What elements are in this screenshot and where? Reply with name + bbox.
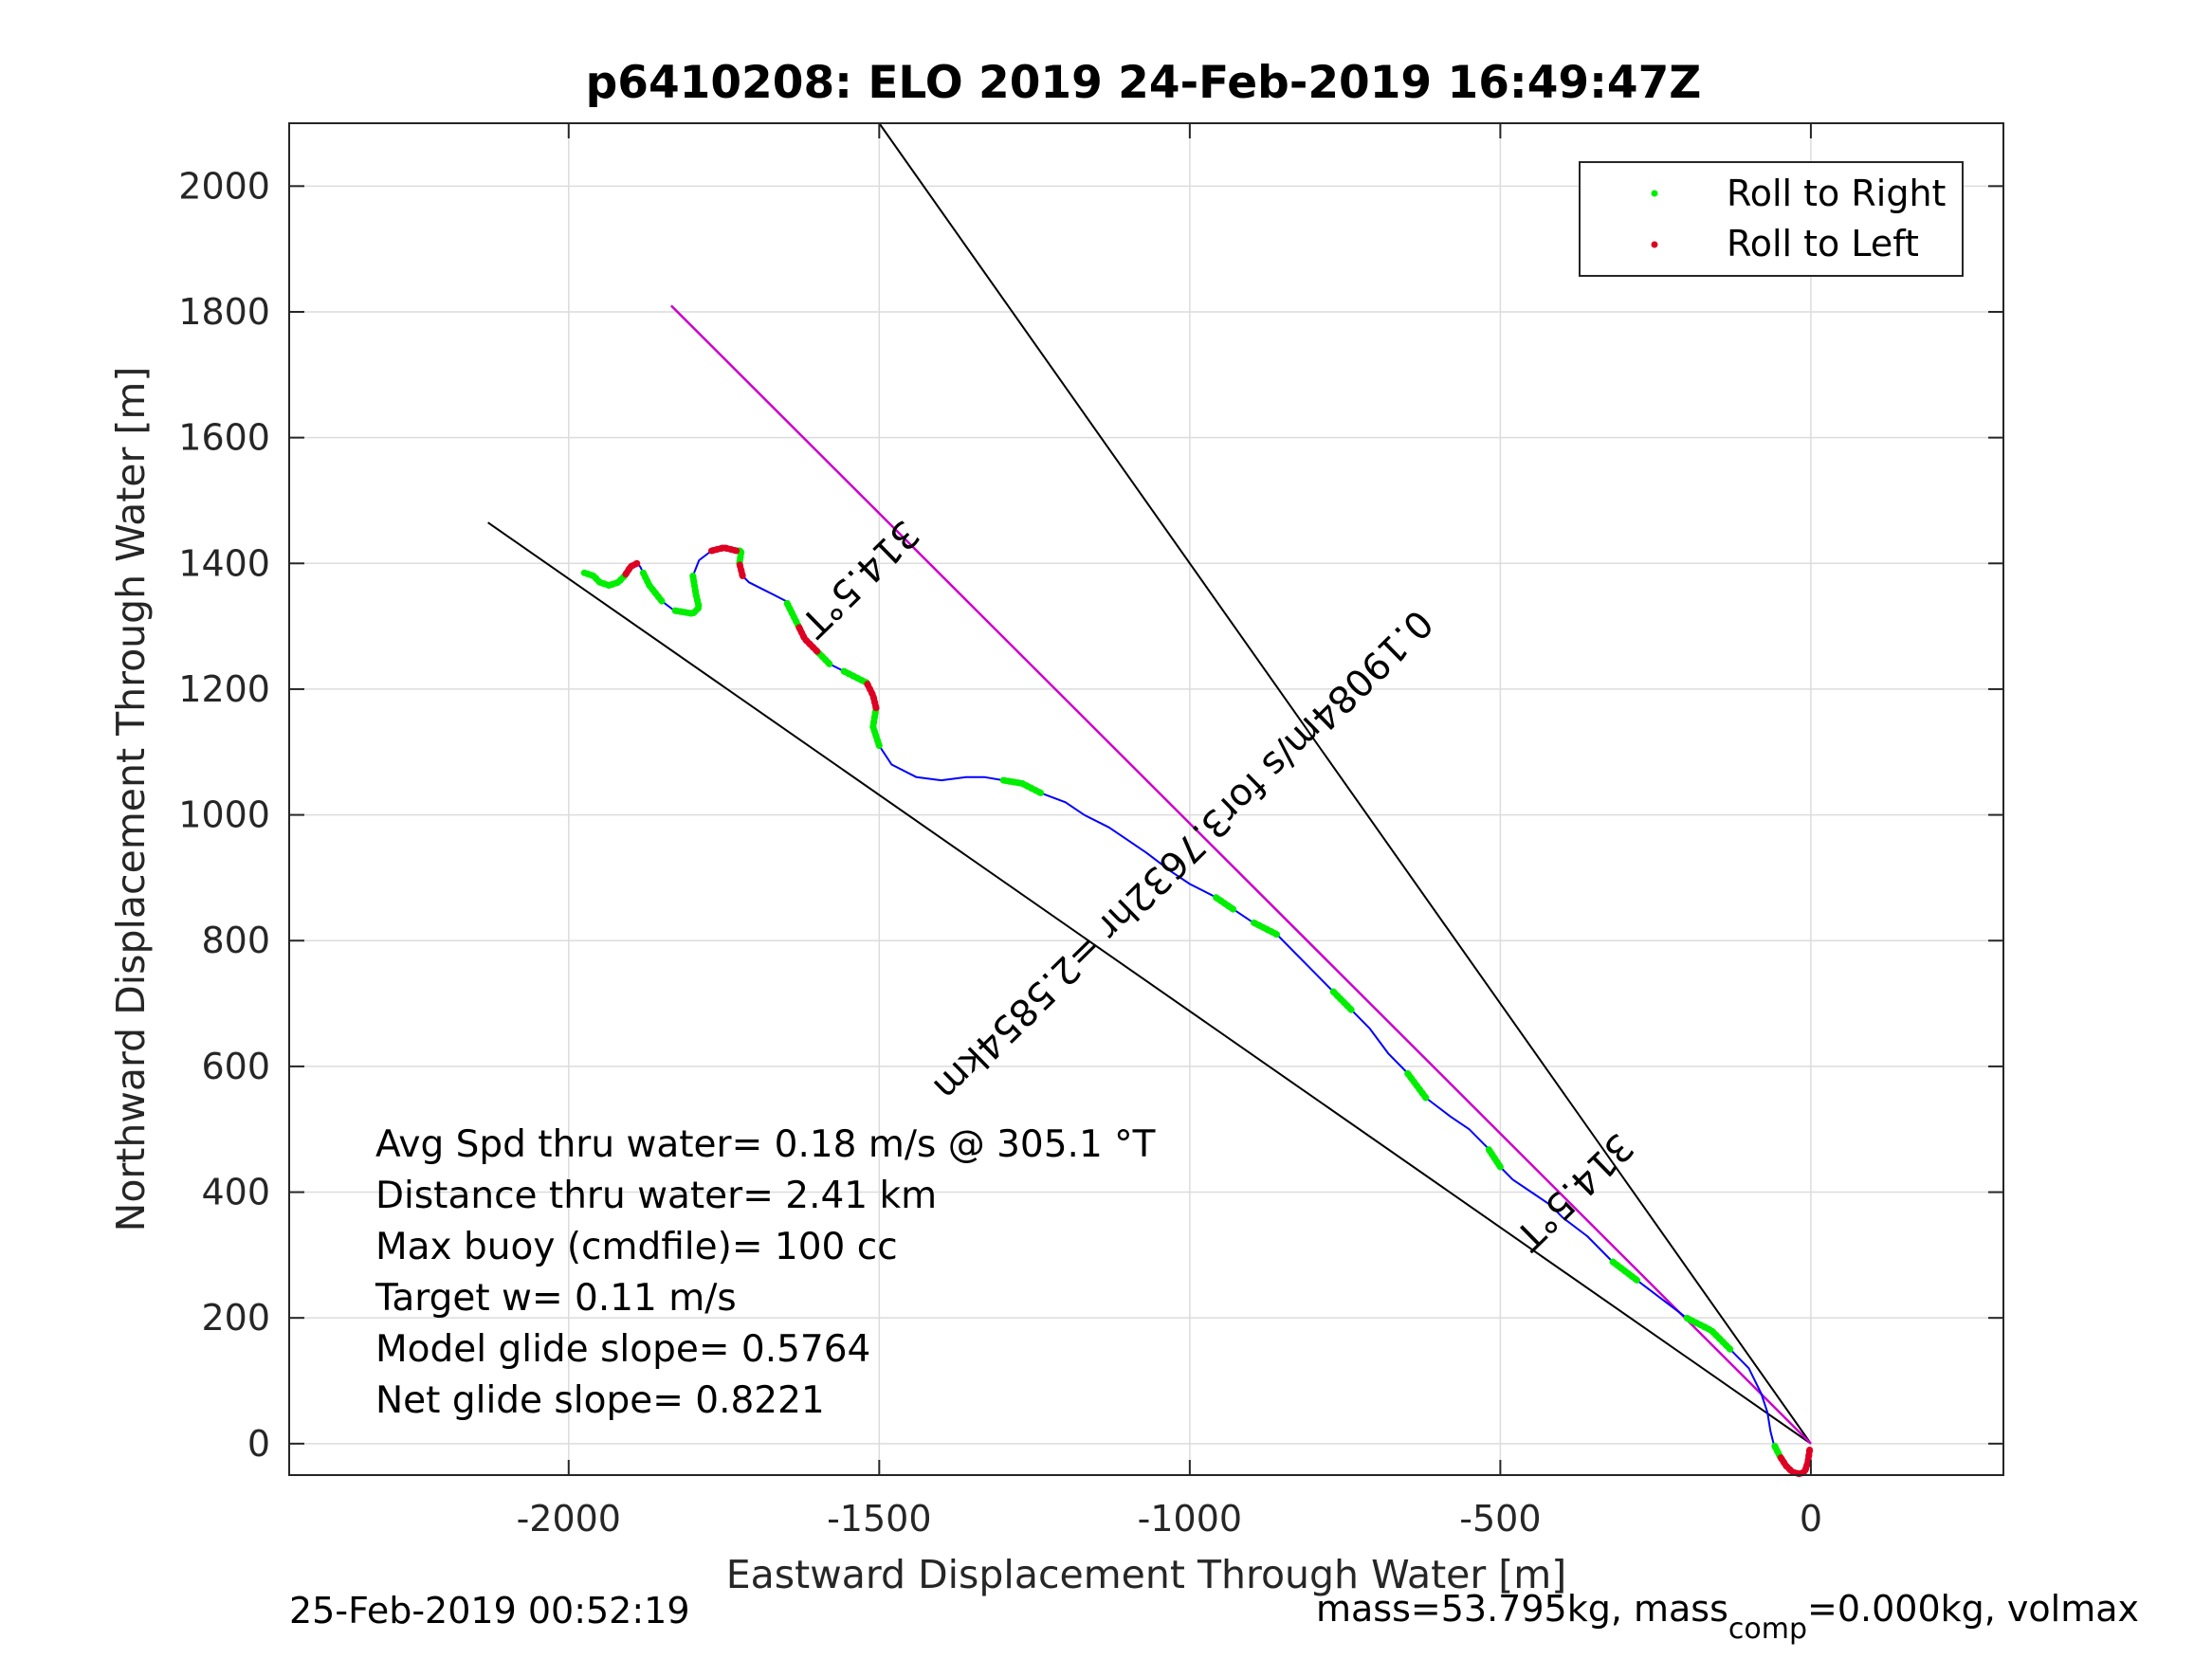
roll-right-segment	[999, 776, 1045, 796]
roll-right-segment	[1211, 893, 1237, 913]
plot-area-frame	[288, 122, 2004, 1476]
roll-right-segment	[670, 573, 703, 617]
chart-title: p6410208: ELO 2019 24-Feb-2019 16:49:47Z	[586, 57, 1702, 109]
grid	[289, 123, 2003, 1475]
annotation-model-glide: Model glide slope= 0.5764	[375, 1328, 870, 1371]
x-tick-label: -1000	[1138, 1498, 1242, 1540]
legend-label-roll-right: Roll to Right	[1727, 173, 1946, 214]
y-tick-label: 1000	[178, 794, 270, 836]
x-tick-label: -2000	[517, 1498, 621, 1540]
roll-right-segment	[838, 666, 870, 686]
roll-right-segment	[869, 704, 883, 750]
legend-marker-roll-right	[1651, 190, 1658, 197]
legend-marker-roll-left	[1651, 241, 1658, 248]
roll-left-segment	[795, 623, 821, 655]
guide-line-1	[878, 122, 1812, 1445]
roll-left-segment	[621, 559, 641, 579]
annotation-max-buoy: Max buoy (cmdfile)= 100 cc	[375, 1226, 898, 1268]
y-tick-label: 2000	[178, 165, 270, 207]
track-group	[580, 544, 1814, 1478]
y-tick-label: 1200	[178, 668, 270, 710]
footer-timestamp: 25-Feb-2019 00:52:19	[289, 1590, 690, 1632]
guide-lines	[487, 122, 1812, 1445]
roll-right-segment	[1683, 1314, 1734, 1353]
y-tick-label: 1400	[178, 542, 270, 584]
footer-mass-prefix: mass=53.795kg, mass	[1316, 1588, 1728, 1630]
annotation-block: Avg Spd thru water= 0.18 m/s @ 305.1 °T …	[375, 1123, 1156, 1422]
roll-right-segment	[1248, 918, 1281, 939]
heading-line	[669, 304, 1812, 1445]
roll-right-segment	[1608, 1258, 1640, 1284]
roll-right-segment	[580, 569, 612, 589]
roll-left-segment	[707, 544, 740, 555]
roll-right-segment	[1484, 1144, 1504, 1171]
annotation-target-w: Target w= 0.11 m/s	[375, 1277, 737, 1320]
rotated-label: 0.19084m/s for3.7632hr =2.5854km	[924, 601, 1440, 1108]
roll-right-segment	[1403, 1069, 1430, 1102]
roll-left-segment	[736, 559, 746, 579]
annotation-avg-speed: Avg Spd thru water= 0.18 m/s @ 305.1 °T	[375, 1123, 1156, 1166]
x-tick-label: -1500	[827, 1498, 931, 1540]
roll-left-segment	[863, 679, 880, 712]
roll-right-segment	[782, 597, 802, 630]
rotated-label: 314.5°T	[1507, 1124, 1641, 1258]
y-tick-label: 0	[247, 1423, 270, 1465]
legend-box	[1579, 161, 1964, 277]
axis-ticks: -2000 -1500 -1000 -500 0 0 200 400 600 800 1000 120…	[178, 123, 2003, 1540]
x-tick-label: -500	[1459, 1498, 1541, 1540]
footer-mass-info: mass=53.795kg, masscomp=0.000kg, volmax	[1316, 1588, 2139, 1646]
roll-left-segment	[1776, 1447, 1814, 1478]
y-tick-label: 200	[201, 1297, 270, 1339]
y-tick-label: 1800	[178, 291, 270, 333]
y-tick-label: 400	[201, 1172, 270, 1213]
roll-right-segment	[1329, 987, 1355, 1013]
legend: Roll to Right Roll to Left	[1579, 161, 1964, 277]
footer-mass-suffix: =0.000kg, volmax	[1807, 1588, 2139, 1630]
annotation-net-glide: Net glide slope= 0.8221	[375, 1379, 825, 1422]
rotated-label: 314.5°T	[792, 511, 926, 645]
x-tick-label: 0	[1800, 1498, 1822, 1540]
roll-right-segment	[639, 569, 666, 605]
roll-right-segment	[1770, 1440, 1783, 1460]
footer-mass-subscript: comp	[1728, 1613, 1807, 1646]
y-tick-label: 600	[201, 1046, 270, 1087]
guide-line-2	[487, 521, 1812, 1445]
y-axis-label: Northward Displacement Through Water [m]	[108, 367, 154, 1232]
y-tick-label: 800	[201, 920, 270, 961]
annotation-distance: Distance thru water= 2.41 km	[375, 1175, 937, 1217]
y-tick-label: 1600	[178, 417, 270, 459]
legend-label-roll-left: Roll to Left	[1727, 223, 1919, 264]
x-axis-label: Eastward Displacement Through Water [m]	[726, 1552, 1566, 1597]
